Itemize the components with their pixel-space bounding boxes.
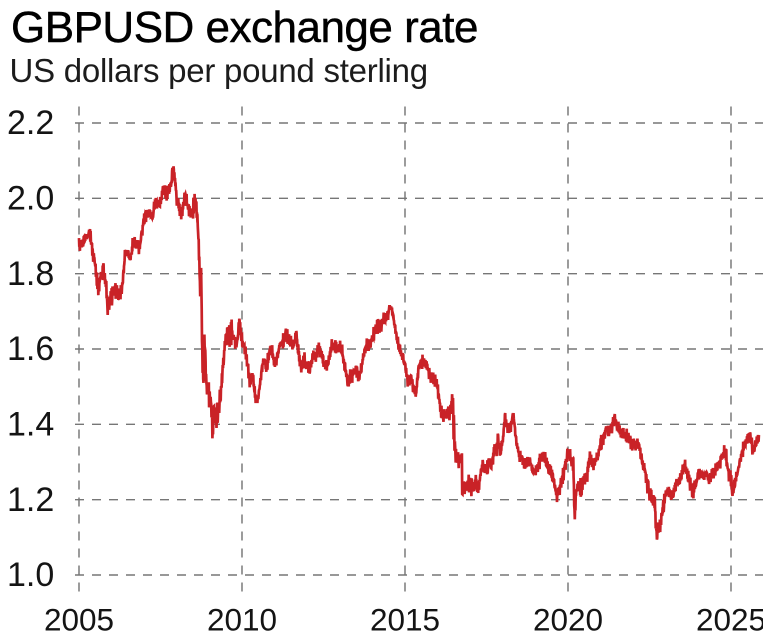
svg-text:2020: 2020 xyxy=(533,602,603,638)
svg-text:1.8: 1.8 xyxy=(7,255,54,293)
svg-text:1.6: 1.6 xyxy=(7,330,54,368)
svg-text:2025: 2025 xyxy=(696,602,763,638)
svg-text:US dollars per pound sterling: US dollars per pound sterling xyxy=(10,52,428,89)
svg-text:GBPUSD exchange rate: GBPUSD exchange rate xyxy=(11,3,478,52)
svg-text:2010: 2010 xyxy=(207,602,277,638)
svg-text:2005: 2005 xyxy=(44,602,114,638)
svg-text:1.2: 1.2 xyxy=(7,481,54,519)
svg-text:2.2: 2.2 xyxy=(7,104,54,142)
svg-text:2.0: 2.0 xyxy=(7,180,54,218)
svg-text:1.4: 1.4 xyxy=(7,406,54,444)
svg-text:2015: 2015 xyxy=(370,602,440,638)
svg-text:1.0: 1.0 xyxy=(7,556,54,594)
